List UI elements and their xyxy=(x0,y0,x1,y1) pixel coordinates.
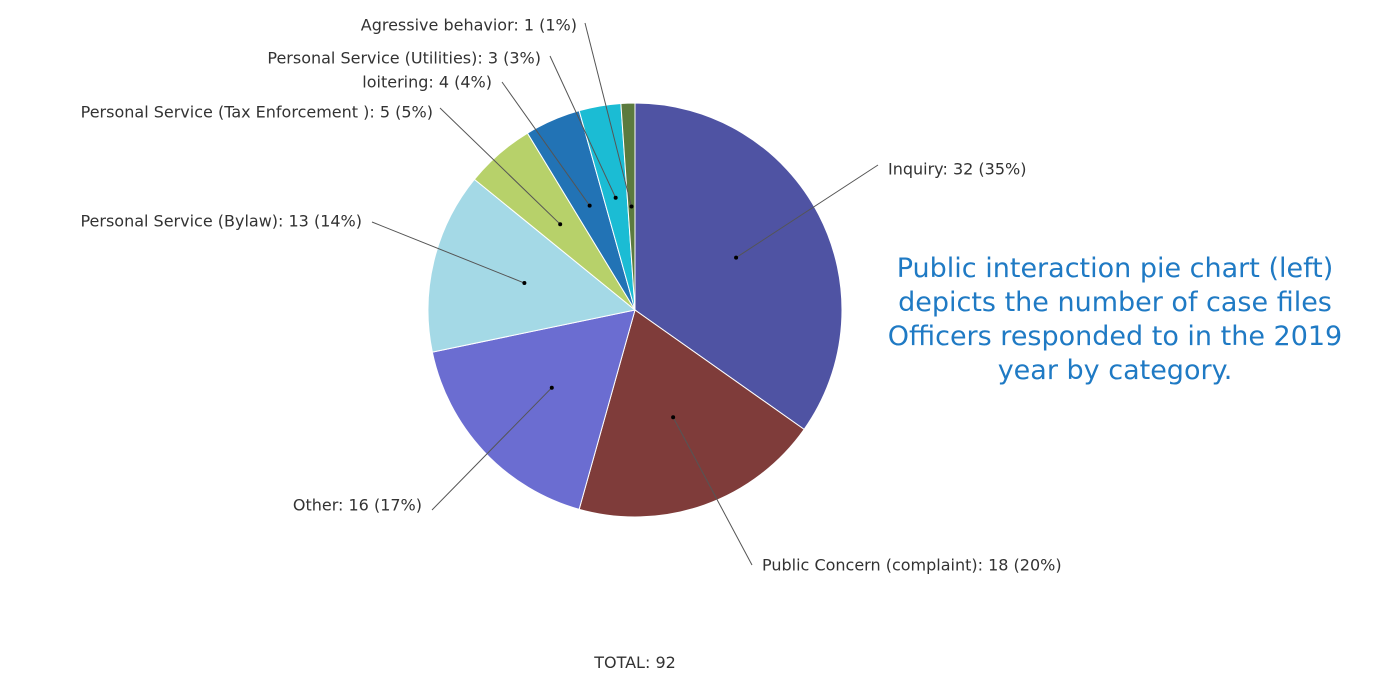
leader-line xyxy=(501,81,591,206)
pie-slice-other xyxy=(431,309,636,510)
leader-dot xyxy=(671,415,676,420)
pie-slices xyxy=(427,102,843,518)
leader-line xyxy=(549,55,617,199)
leader-line xyxy=(584,22,632,207)
slice-label: Personal Service (Bylaw): 13 (14%) xyxy=(80,212,362,231)
slice-label: Personal Service (Tax Enforcement ): 5 (… xyxy=(81,103,433,122)
pie-slice-public-concern-complaint xyxy=(578,309,805,518)
leader-dot xyxy=(549,385,554,390)
slice-label: Personal Service (Utilities): 3 (3%) xyxy=(267,49,541,68)
slice-label: Public Concern (complaint): 18 (20%) xyxy=(762,556,1062,575)
pie-slice-inquiry xyxy=(634,102,843,431)
leader-line xyxy=(431,387,553,511)
leader-line xyxy=(672,417,753,566)
leader-line xyxy=(439,107,561,225)
leader-dot xyxy=(613,195,618,200)
leader-dot xyxy=(629,204,634,209)
leader-line xyxy=(371,221,525,284)
slice-label: Agressive behavior: 1 (1%) xyxy=(361,16,577,35)
slice-label: Other: 16 (17%) xyxy=(293,496,422,515)
leader-dot xyxy=(734,255,739,260)
pie-slice-personal-service-bylaw xyxy=(427,178,637,353)
slice-labels: Inquiry: 32 (35%) Public Concern (complai… xyxy=(80,16,1061,575)
leader-line xyxy=(735,164,879,259)
pie-slice-agressive-behavior xyxy=(620,102,636,311)
slice-label: Inquiry: 32 (35%) xyxy=(888,160,1026,179)
slice-label: loitering: 4 (4%) xyxy=(362,73,492,92)
total-label: TOTAL: 92 xyxy=(593,653,676,672)
leader-dot xyxy=(522,281,527,286)
leader-dot xyxy=(558,222,563,227)
leader-dot xyxy=(587,203,592,208)
chart-caption: Public interaction pie chart (left) depi… xyxy=(887,253,1343,386)
